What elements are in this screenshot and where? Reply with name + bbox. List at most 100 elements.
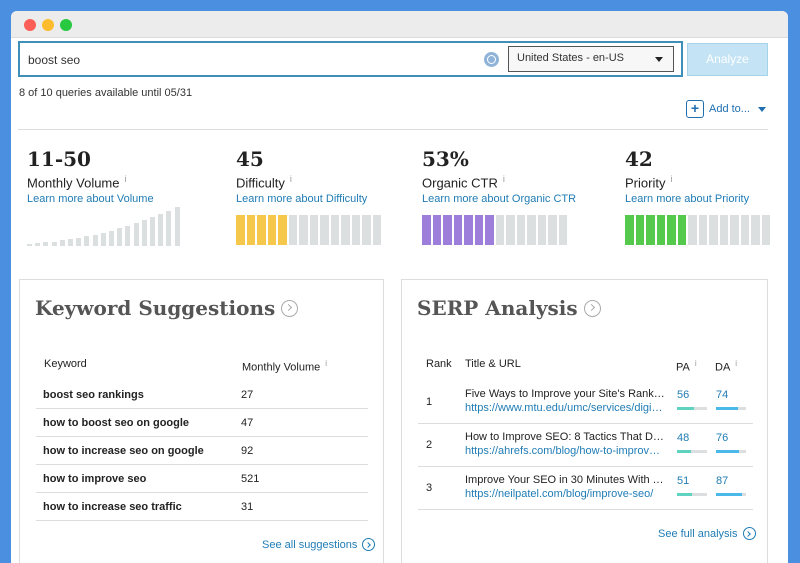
pa-bar	[677, 407, 707, 410]
segment-filled	[474, 215, 483, 245]
metric-value: 42	[625, 147, 653, 171]
segment-empty	[506, 215, 515, 245]
keyword-suggestions-title[interactable]: Keyword Suggestions	[35, 296, 299, 320]
metric-name: Organic CTR i	[422, 174, 505, 191]
result-url-link[interactable]: https://neilpatel.com/blog/improve-seo/	[465, 488, 654, 500]
difficulty-segment-bar	[236, 215, 381, 245]
volume-bar	[92, 235, 98, 246]
da-bar-fill	[716, 493, 743, 496]
metric-name: Monthly Volume i	[27, 174, 127, 191]
info-icon[interactable]: i	[325, 359, 328, 368]
da-bar	[716, 407, 746, 410]
segment-filled	[635, 215, 644, 245]
segment-empty	[372, 215, 381, 245]
chevron-down-icon	[655, 57, 663, 62]
volume-bar	[166, 211, 172, 246]
info-icon[interactable]: i	[502, 174, 505, 184]
organic-ctr-segment-bar	[422, 215, 567, 245]
info-icon[interactable]: i	[289, 174, 292, 184]
pa-bar	[677, 450, 707, 453]
keyword-cell: boost seo rankings	[43, 389, 144, 401]
chevron-right-circle-icon[interactable]	[583, 299, 601, 317]
segment-filled	[464, 215, 473, 245]
volume-bar	[158, 214, 164, 246]
segment-empty	[516, 215, 525, 245]
column-header-monthly-volume: Monthly Volume i	[242, 359, 328, 374]
metric-value: 53%	[422, 147, 469, 171]
column-header-rank: Rank	[426, 358, 452, 370]
info-icon[interactable]: i	[694, 359, 697, 368]
segment-empty	[761, 215, 770, 245]
metric-organic-ctr: 53% Organic CTR i Learn more about Organi…	[422, 147, 592, 205]
minimize-window-button[interactable]	[42, 19, 54, 31]
segment-empty	[288, 215, 297, 245]
analyze-button[interactable]: Analyze	[687, 43, 768, 76]
segment-filled	[646, 215, 655, 245]
segment-empty	[351, 215, 360, 245]
volume-bar	[76, 238, 82, 246]
title-bar	[11, 11, 788, 38]
locale-select-value: United States - en-US	[517, 52, 624, 64]
rank-cell: 1	[426, 396, 433, 408]
da-value: 76	[716, 432, 729, 444]
segment-filled	[443, 215, 452, 245]
da-bar-fill	[716, 450, 739, 453]
segment-filled	[267, 215, 276, 245]
see-full-analysis-link[interactable]: See full analysis	[658, 527, 756, 540]
volume-bar	[133, 223, 139, 246]
segment-empty	[558, 215, 567, 245]
close-window-button[interactable]	[24, 19, 36, 31]
info-icon[interactable]: i	[670, 174, 673, 184]
serp-analysis-card: SERP Analysis Rank Title & URL PA i DA i 1…	[401, 279, 768, 563]
locale-select[interactable]: United States - en-US	[508, 46, 674, 72]
segment-empty	[299, 215, 308, 245]
result-url-link[interactable]: https://www.mtu.edu/umc/services/digital…	[465, 402, 665, 414]
history-clock-icon[interactable]	[484, 52, 499, 67]
maximize-window-button[interactable]	[60, 19, 72, 31]
volume-cell: 31	[241, 501, 254, 513]
segment-filled	[453, 215, 462, 245]
chevron-right-circle-icon	[742, 527, 756, 540]
volume-bar	[84, 236, 90, 246]
chevron-right-circle-icon[interactable]	[281, 299, 299, 317]
table-row[interactable]: boost seo rankings 27	[36, 381, 368, 409]
table-row[interactable]: how to boost seo on google 47	[36, 409, 368, 437]
segment-empty	[537, 215, 546, 245]
add-to-button[interactable]: + Add to...	[686, 99, 766, 119]
volume-bar	[27, 244, 32, 246]
volume-bar	[59, 240, 65, 246]
metric-priority: 42 Priority i Learn more about Priority	[625, 147, 788, 205]
column-header-keyword: Keyword	[44, 358, 87, 370]
info-icon[interactable]: i	[735, 359, 738, 368]
da-bar-fill	[716, 407, 739, 410]
segment-filled	[667, 215, 676, 245]
keyword-search-input[interactable]	[28, 51, 468, 69]
result-url-link[interactable]: https://ahrefs.com/blog/how-to-improve-s…	[465, 445, 665, 457]
column-header-da: DA i	[715, 359, 738, 374]
search-bar: United States - en-US	[18, 41, 683, 77]
learn-more-ctr-link[interactable]: Learn more about Organic CTR	[422, 193, 577, 206]
learn-more-difficulty-link[interactable]: Learn more about Difficulty	[236, 193, 368, 206]
pa-bar-fill	[677, 450, 692, 453]
volume-cell: 521	[241, 473, 260, 485]
info-icon[interactable]: i	[124, 174, 127, 184]
metric-monthly-volume: 11-50 Monthly Volume i Learn more about V…	[27, 147, 197, 205]
segment-filled	[656, 215, 665, 245]
table-row[interactable]: how to increase seo on google 92	[36, 437, 368, 465]
segment-filled	[677, 215, 686, 245]
rank-cell: 2	[426, 439, 433, 451]
segment-empty	[751, 215, 760, 245]
see-all-suggestions-link[interactable]: See all suggestions	[262, 538, 376, 551]
segment-empty	[719, 215, 728, 245]
app-window: United States - en-US Analyze 8 of 10 qu…	[11, 11, 788, 563]
learn-more-priority-link[interactable]: Learn more about Priority	[625, 193, 750, 206]
table-row[interactable]: how to increase seo traffic 31	[36, 493, 368, 521]
volume-bar	[100, 233, 106, 246]
learn-more-volume-link[interactable]: Learn more about Volume	[27, 193, 154, 206]
add-to-label: Add to...	[709, 103, 750, 115]
serp-row: 3 Improve Your SEO in 30 Minutes With Th…	[418, 467, 753, 510]
serp-analysis-title[interactable]: SERP Analysis	[417, 296, 601, 320]
table-row[interactable]: how to improve seo 521	[36, 465, 368, 493]
chevron-right-circle-icon	[362, 538, 376, 551]
volume-bar	[43, 242, 49, 246]
